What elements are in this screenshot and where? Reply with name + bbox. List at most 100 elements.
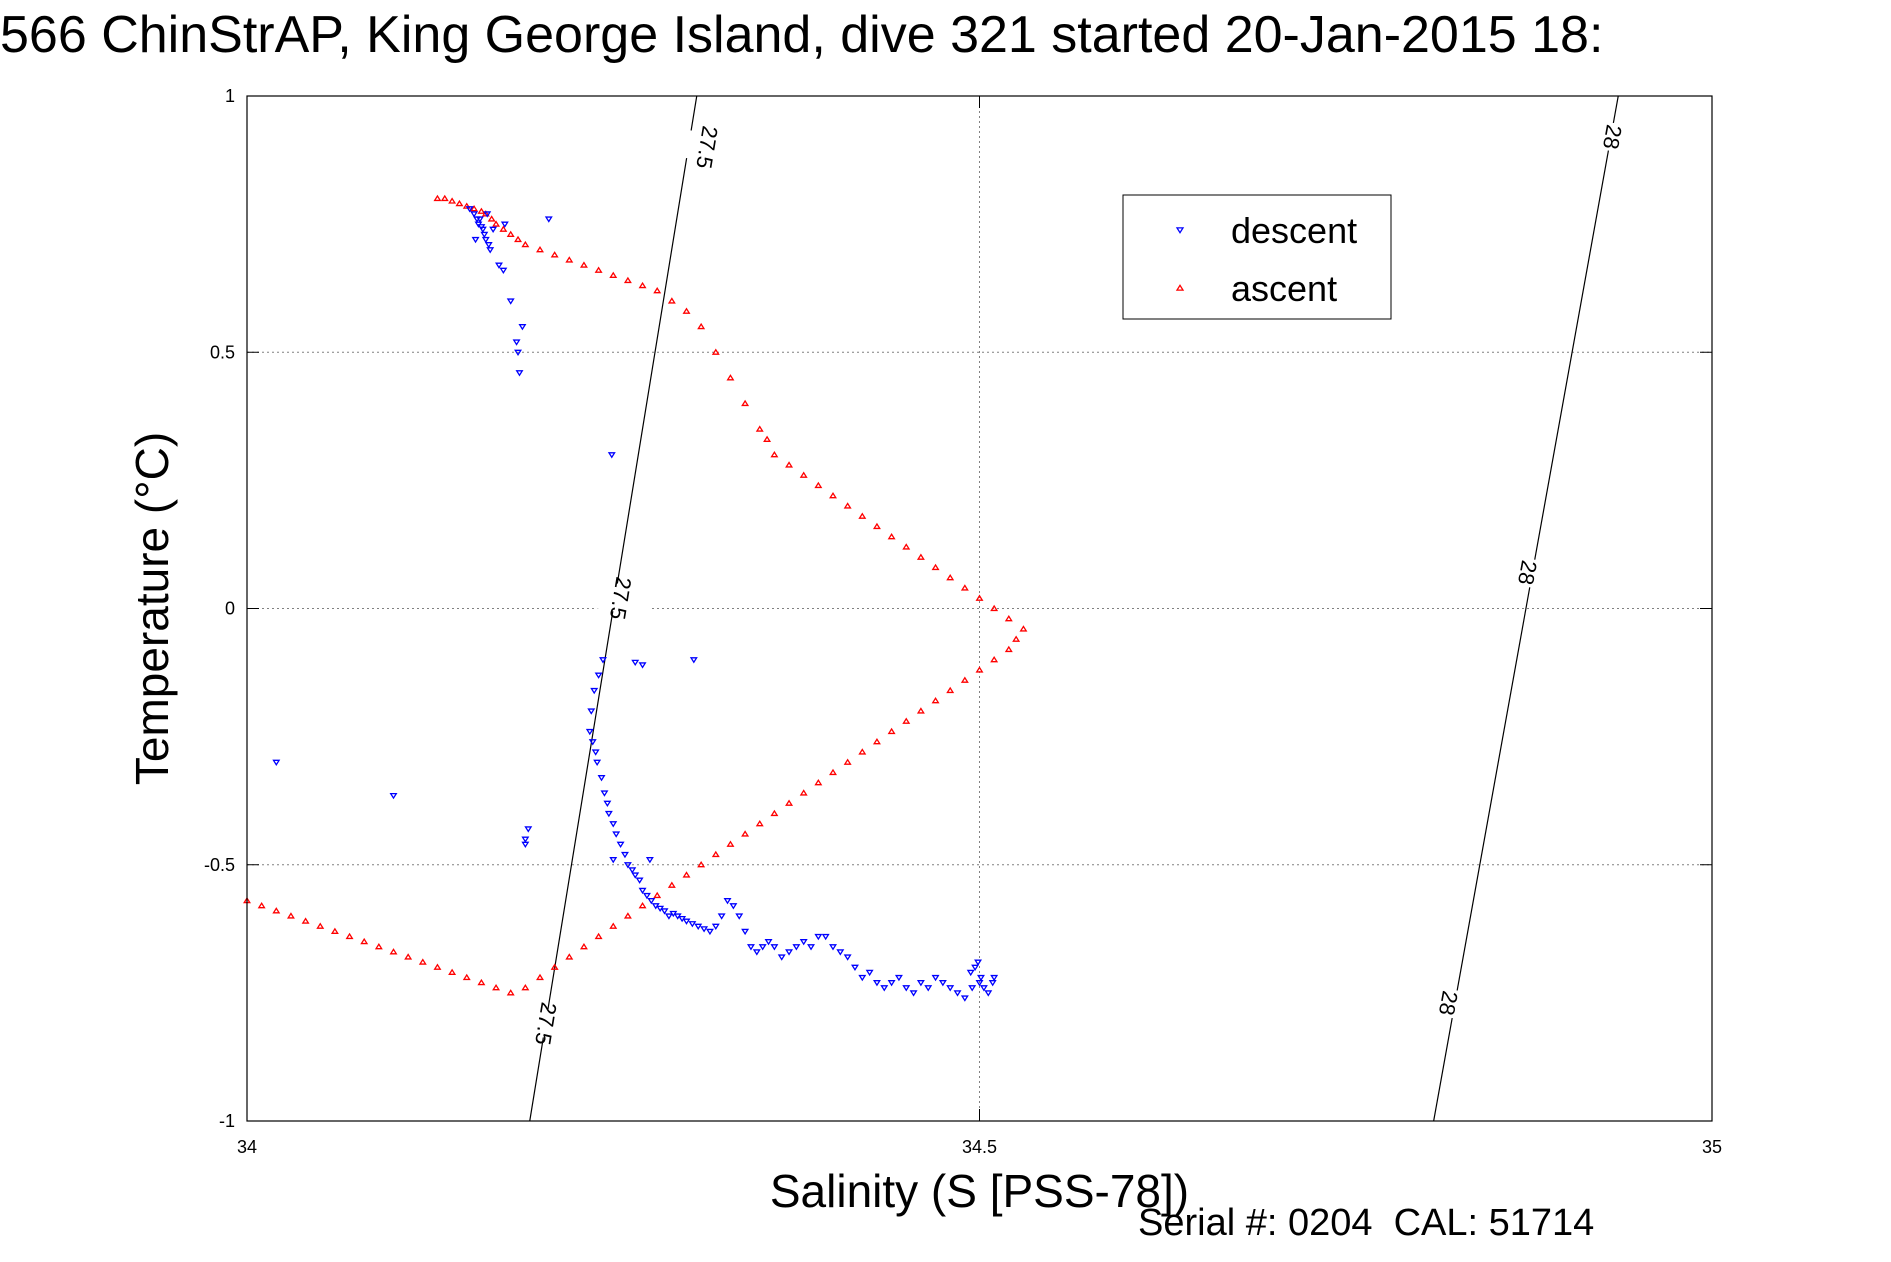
descent-point xyxy=(938,980,947,987)
ascent-point xyxy=(448,968,457,975)
ascent-point xyxy=(499,225,508,232)
descent-point xyxy=(880,985,889,992)
descent-point xyxy=(924,985,933,992)
ascent-point xyxy=(697,861,706,868)
isopycnal-line xyxy=(1433,95,1619,1122)
descent-point xyxy=(975,980,984,987)
ascent-point xyxy=(506,230,515,237)
ascent-point xyxy=(594,266,603,273)
ascent-point xyxy=(726,374,735,381)
descent-point xyxy=(593,759,602,766)
descent-point xyxy=(590,687,599,695)
ascent-point xyxy=(1004,615,1013,622)
descent-point xyxy=(514,349,522,356)
descent-point xyxy=(974,959,983,966)
ascent-point xyxy=(872,738,881,745)
ascent-point xyxy=(653,287,662,294)
descent-point xyxy=(664,913,673,920)
ascent-point xyxy=(301,917,310,924)
ascent-point xyxy=(858,512,867,519)
ascent-point xyxy=(433,963,442,970)
isopycnal-label: 28 xyxy=(1513,558,1542,587)
ascent-point xyxy=(492,220,501,227)
descent-point xyxy=(638,887,647,895)
descent-point xyxy=(688,921,697,928)
ascent-point xyxy=(550,963,559,970)
ascent-point xyxy=(829,768,837,776)
descent-point xyxy=(799,939,808,946)
descent-point xyxy=(990,974,999,982)
ascent-point xyxy=(814,779,823,786)
grid xyxy=(247,96,1712,1121)
descent-point xyxy=(735,913,744,920)
ascent-point xyxy=(975,594,984,601)
ascent-point xyxy=(521,984,530,991)
descent-point xyxy=(711,923,720,930)
descent-point xyxy=(807,944,815,951)
ascent-point xyxy=(638,902,647,909)
descent-point xyxy=(635,877,644,884)
ascent-point xyxy=(404,953,413,960)
descent-point xyxy=(470,211,479,218)
descent-point xyxy=(623,862,632,869)
ascent-point xyxy=(257,902,266,909)
ascent-point xyxy=(1012,635,1021,642)
ascent-point xyxy=(470,205,479,212)
descent-point xyxy=(471,236,480,244)
descent-point xyxy=(638,662,647,669)
descent-point xyxy=(821,933,830,941)
ascent-point xyxy=(682,307,691,314)
descent-point xyxy=(843,954,852,961)
descent-point xyxy=(495,262,503,269)
chart-title: 566 ChinStrAP, King George Island, dive … xyxy=(0,6,1604,64)
ascent-point xyxy=(960,676,969,683)
descent-point xyxy=(966,969,975,977)
descent-point xyxy=(620,851,629,859)
descent-point xyxy=(814,933,823,941)
legend-box xyxy=(1122,194,1392,320)
ascent-point xyxy=(389,948,398,955)
ascent-point xyxy=(638,281,647,289)
descent-point xyxy=(785,949,794,956)
isopycnal-label-bg xyxy=(513,1004,578,1043)
ascent-point xyxy=(579,943,588,950)
ascent-point xyxy=(785,799,794,806)
descent-point xyxy=(588,739,597,746)
descent-point xyxy=(865,969,874,977)
ascent-point xyxy=(1019,625,1028,632)
descent-point xyxy=(585,728,594,736)
descent-point xyxy=(953,990,962,997)
ascent-point xyxy=(418,958,427,965)
serial-cal-footer: Serial #: 0204 CAL: 51714 xyxy=(1138,1202,1595,1244)
ascent-point xyxy=(477,207,486,214)
descent-point xyxy=(792,944,801,951)
ascent-point xyxy=(763,435,772,442)
descent-point xyxy=(642,892,651,900)
legend-label-ascent: ascent xyxy=(1231,268,1337,309)
ascent-point xyxy=(514,235,522,243)
legend-marker-descent xyxy=(1175,227,1185,234)
descent-point xyxy=(524,826,533,833)
x-axis-label: Salinity (S [PSS-78]) xyxy=(770,1165,1189,1217)
ascent-point xyxy=(682,871,691,878)
ascent-point xyxy=(946,574,955,581)
ascent-point xyxy=(711,850,720,858)
ascent-point xyxy=(623,912,632,919)
descent-point xyxy=(988,980,997,987)
descent-point xyxy=(777,954,786,961)
ascent-point xyxy=(487,215,496,222)
descent-point xyxy=(872,980,881,987)
descent-point xyxy=(851,964,859,971)
ascent-point xyxy=(667,297,676,304)
descent-point xyxy=(591,749,600,756)
ascent-point xyxy=(741,830,750,837)
ascent-point xyxy=(960,584,969,591)
isopycnal-label-bg xyxy=(1416,984,1481,1023)
descent-point xyxy=(486,247,495,254)
descent-point xyxy=(506,298,515,305)
descent-point xyxy=(609,821,618,828)
descent-point xyxy=(960,995,969,1002)
axes xyxy=(246,95,1713,1122)
isopycnal-label-bg xyxy=(1580,117,1645,157)
